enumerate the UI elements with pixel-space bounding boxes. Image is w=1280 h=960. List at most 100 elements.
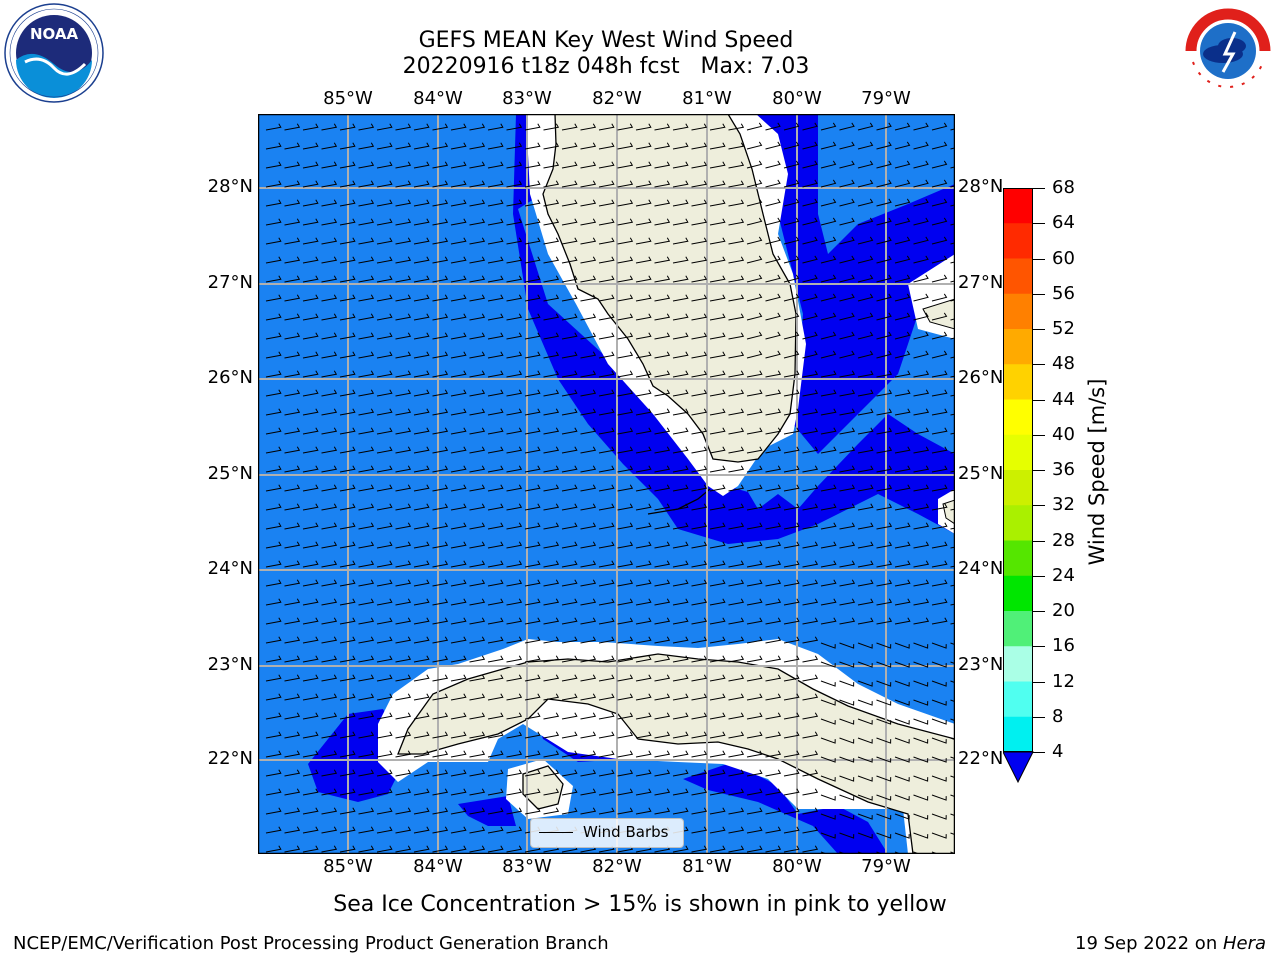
wind-barb: [265, 161, 282, 169]
wind-barb: [876, 756, 892, 763]
wind-barb: [487, 123, 504, 131]
wind-barb: [543, 750, 560, 758]
wind-barb: [783, 769, 800, 777]
wind-barb: [487, 826, 504, 834]
wind-barb: [635, 275, 652, 283]
wind-barb: [543, 484, 560, 492]
wind-barb: [931, 198, 948, 207]
wind-barb: [746, 389, 763, 397]
wind-barb: [376, 769, 393, 777]
wind-barb: [709, 503, 726, 511]
wind-barb: [765, 636, 782, 644]
lat-tick-left: 24°N: [207, 558, 253, 579]
wind-barb: [413, 408, 430, 416]
wind-barb: [265, 541, 282, 549]
wind-barb: [561, 465, 578, 473]
wind-barb: [450, 332, 467, 340]
wind-barb: [450, 313, 467, 321]
wind-barb: [617, 541, 634, 549]
wind-barb: [469, 199, 486, 207]
wind-barb: [598, 389, 615, 397]
wind-barb: [802, 236, 818, 245]
wind-barb: [358, 674, 375, 682]
wind-barb: [561, 408, 578, 416]
wind-barb: [802, 255, 818, 264]
nws-logo: [1182, 5, 1274, 97]
colorbar-segment: [1003, 716, 1033, 753]
wind-barb: [857, 389, 874, 397]
wind-barb: [469, 237, 486, 245]
wind-barb: [783, 274, 800, 283]
wind-barb: [691, 465, 708, 473]
wind-barb: [876, 312, 892, 321]
wind-barb: [543, 446, 560, 454]
wind-barb: [524, 731, 541, 739]
wind-barb: [765, 541, 782, 549]
wind-barb: [358, 256, 375, 264]
wind-barb: [487, 788, 504, 796]
wind-barb: [506, 218, 523, 226]
wind-barb: [395, 256, 412, 264]
wind-barb: [857, 427, 874, 435]
wind-barb: [672, 769, 689, 777]
wind-barb: [524, 427, 541, 435]
wind-barb: [913, 408, 930, 416]
lon-tick-bottom: 84°W: [413, 856, 463, 877]
wind-barb: [913, 642, 929, 649]
wind-barb: [284, 446, 301, 454]
lon-tick-top: 81°W: [682, 88, 732, 109]
wind-barb: [339, 446, 356, 454]
wind-barb: [432, 389, 449, 397]
wind-barb: [746, 750, 763, 758]
wind-barb: [321, 370, 338, 378]
wind-barb: [376, 313, 393, 321]
wind-barb: [617, 123, 634, 131]
wind-barb: [284, 180, 301, 188]
wind-barb: [506, 845, 523, 853]
wind-barb: [432, 655, 449, 663]
wind-barb: [894, 427, 911, 435]
wind-barb: [839, 236, 855, 245]
wind-barb: [617, 218, 634, 226]
wind-barb: [617, 788, 634, 796]
wind-barb: [376, 180, 393, 188]
wind-barb: [395, 826, 412, 834]
wind-barb: [931, 255, 948, 264]
wind-barb: [654, 560, 671, 568]
wind-barb: [654, 389, 671, 397]
wind-barb: [376, 712, 393, 720]
wind-barb: [561, 237, 578, 245]
wind-barb: [284, 123, 301, 131]
wind-barb: [765, 160, 781, 169]
wind-barb: [487, 655, 504, 663]
wind-barb: [691, 788, 708, 796]
wind-barb: [413, 427, 430, 435]
wind-barb: [617, 446, 634, 454]
wind-barb: [635, 218, 652, 226]
wind-barb: [487, 332, 504, 340]
wind-barb: [580, 731, 597, 739]
wind-barb: [894, 236, 911, 245]
wind-barb: [284, 826, 301, 834]
wind-barb: [321, 579, 338, 587]
wind-barb: [561, 123, 578, 131]
wind-barb: [820, 408, 837, 416]
wind-barb: [265, 750, 282, 758]
wind-barb: [839, 775, 855, 782]
lon-tick-bottom: 81°W: [682, 856, 732, 877]
wind-barb: [561, 313, 578, 321]
colorbar-tick: 16: [1052, 635, 1075, 657]
wind-barb: [672, 275, 689, 283]
wind-barb: [543, 332, 560, 340]
wind-barb: [765, 274, 781, 283]
wind-barb: [839, 737, 855, 744]
wind-barb: [913, 661, 929, 668]
wind-barb: [432, 636, 449, 644]
wind-barb: [376, 845, 393, 853]
wind-barb: [598, 142, 615, 150]
wind-barb: [487, 180, 504, 188]
wind-barb: [802, 217, 818, 226]
wind-barb: [691, 503, 708, 511]
wind-barb: [543, 769, 560, 777]
wind-barb: [284, 731, 301, 739]
